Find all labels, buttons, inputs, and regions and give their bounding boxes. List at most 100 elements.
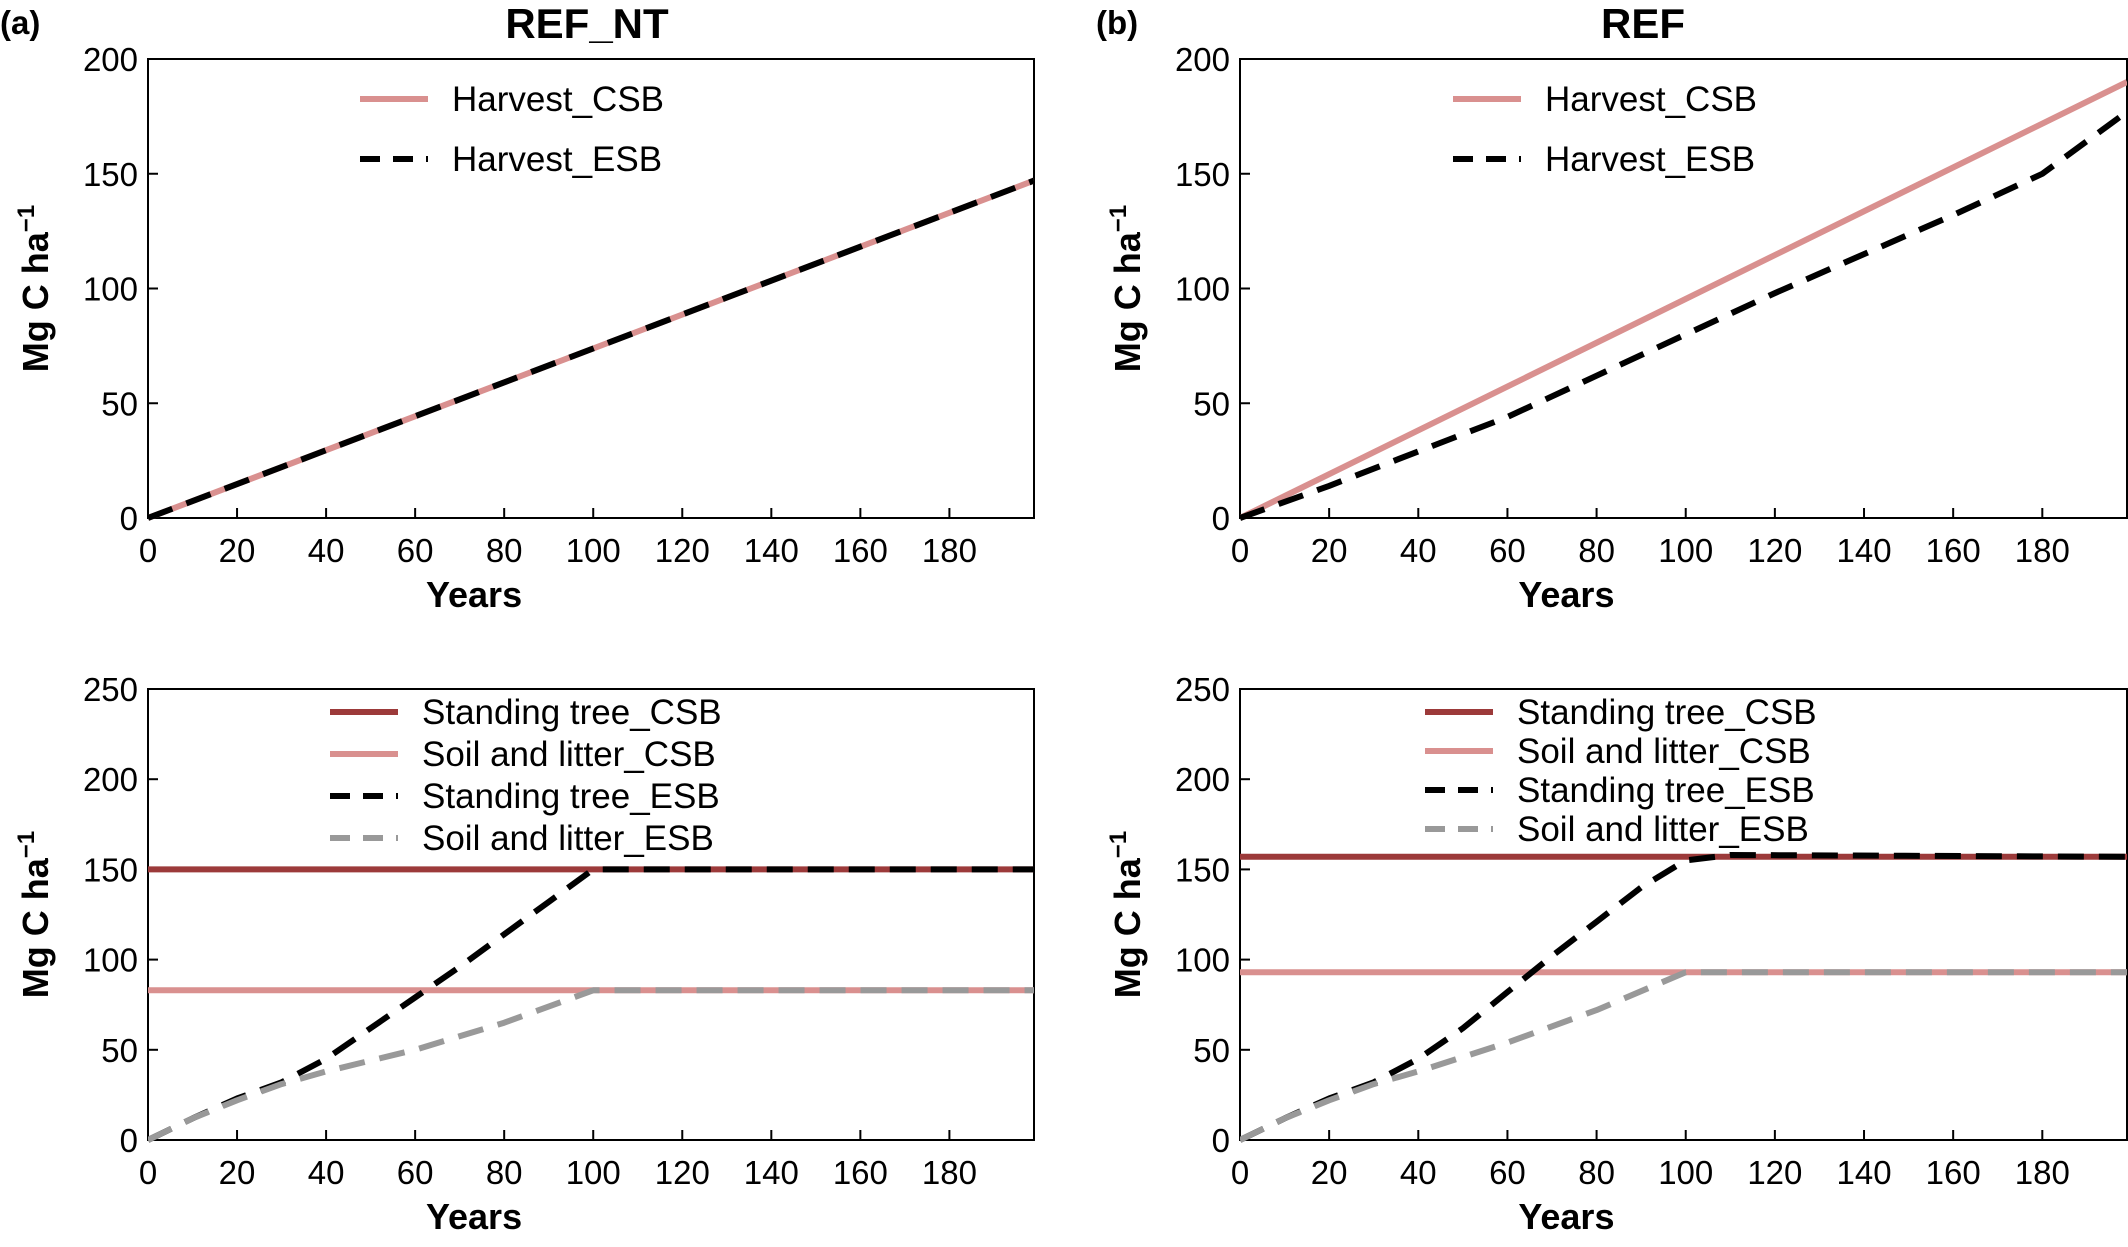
y-tick-label: 250 [83, 671, 138, 708]
chart-panel-a-bottom: 0 20 40 60 80 100 120 140 160 180 0 50 100 150 200 250 Y… [13, 671, 1035, 1237]
legend-label: Soil and litter_CSB [1517, 732, 1811, 771]
y-axis-label: Mg C ha−1 [13, 831, 56, 998]
legend-label: Standing tree_ESB [1517, 771, 1815, 810]
x-tick-label: 80 [486, 1154, 523, 1191]
y-axis-label: Mg C ha−1 [13, 205, 56, 372]
plot-frame [147, 58, 1035, 519]
legend-label: Harvest_ESB [1545, 140, 1755, 179]
y-tick-label: 200 [83, 761, 138, 798]
x-tick-label: 20 [219, 1154, 256, 1191]
y-tick-label: 200 [1175, 761, 1230, 798]
series-line [148, 987, 1034, 1143]
x-tick-label: 0 [1231, 1154, 1249, 1191]
legend-label: Soil and litter_ESB [1517, 810, 1809, 849]
x-tick-label: 100 [566, 532, 621, 569]
x-tick-label: 100 [1658, 1154, 1713, 1191]
x-tick-label: 100 [1658, 532, 1713, 569]
x-axis-label: Years [426, 1196, 522, 1237]
legend-label: Soil and litter_ESB [422, 819, 714, 858]
y-tick-label: 0 [120, 1122, 138, 1159]
x-tick-label: 60 [1489, 532, 1526, 569]
x-tick-label: 160 [833, 1154, 888, 1191]
x-tick-label: 120 [1747, 532, 1802, 569]
y-tick-label: 150 [1175, 851, 1230, 888]
y-tick-label: 200 [83, 41, 138, 78]
plot-frame [1239, 688, 2128, 1141]
legend-label: Standing tree_CSB [1517, 693, 1817, 732]
x-tick-label: 160 [833, 532, 888, 569]
x-tick-label: 20 [219, 532, 256, 569]
x-tick-label: 60 [397, 1154, 434, 1191]
x-tick-label: 180 [2015, 532, 2070, 569]
x-tick-label: 60 [397, 532, 434, 569]
y-tick-label: 0 [1212, 500, 1230, 537]
x-tick-label: 140 [1836, 532, 1891, 569]
x-tick-label: 20 [1311, 532, 1348, 569]
x-tick-label: 140 [744, 532, 799, 569]
x-tick-label: 160 [1926, 1154, 1981, 1191]
x-tick-label: 180 [2015, 1154, 2070, 1191]
x-tick-label: 60 [1489, 1154, 1526, 1191]
legend-label: Harvest_CSB [1545, 80, 1757, 119]
x-tick-label: 80 [1578, 532, 1615, 569]
y-tick-label: 150 [83, 851, 138, 888]
y-tick-label: 0 [120, 500, 138, 537]
column-title-ref: REF [1601, 0, 1685, 47]
y-tick-label: 250 [1175, 671, 1230, 708]
series-line [1240, 79, 2127, 521]
x-tick-label: 0 [1231, 532, 1249, 569]
series-line [1240, 852, 2127, 1143]
chart-panel-b-top: 0 20 40 60 80 100 120 140 160 180 0 50 100 150 200 Year… [1105, 41, 2128, 615]
x-tick-label: 40 [1400, 1154, 1437, 1191]
y-tick-label: 200 [1175, 41, 1230, 78]
x-axis-label: Years [426, 574, 522, 615]
x-tick-label: 120 [655, 532, 710, 569]
legend-label: Standing tree_ESB [422, 777, 720, 816]
panel-tag-b: (b) [1096, 4, 1138, 41]
x-tick-label: 120 [655, 1154, 710, 1191]
x-tick-label: 40 [1400, 532, 1437, 569]
y-tick-label: 50 [101, 385, 138, 422]
x-tick-label: 40 [308, 1154, 345, 1191]
y-axis-label: Mg C ha−1 [1105, 205, 1148, 372]
x-axis-label: Years [1518, 574, 1614, 615]
legend-label: Harvest_ESB [452, 140, 662, 179]
x-tick-label: 140 [744, 1154, 799, 1191]
y-tick-label: 150 [83, 156, 138, 193]
legend-label: Standing tree_CSB [422, 693, 722, 732]
y-tick-label: 0 [1212, 1122, 1230, 1159]
y-tick-label: 100 [1175, 271, 1230, 308]
series-line [148, 866, 1034, 1143]
x-tick-label: 20 [1311, 1154, 1348, 1191]
chart-panel-a-top: 0 20 40 60 80 100 120 140 160 180 0 50 100 150 200 Year… [13, 41, 1035, 615]
y-tick-label: 150 [1175, 156, 1230, 193]
x-tick-label: 0 [139, 1154, 157, 1191]
plot-frame [147, 688, 1035, 1141]
x-tick-label: 40 [308, 532, 345, 569]
y-tick-label: 100 [83, 942, 138, 979]
y-tick-label: 100 [83, 271, 138, 308]
y-tick-label: 50 [1193, 1032, 1230, 1069]
chart-panel-b-bottom: 0 20 40 60 80 100 120 140 160 180 0 50 100 150 200 250 Y… [1105, 671, 2128, 1237]
x-tick-label: 180 [922, 1154, 977, 1191]
plot-frame [1239, 58, 2128, 519]
y-tick-label: 50 [1193, 385, 1230, 422]
x-tick-label: 100 [566, 1154, 621, 1191]
x-tick-label: 0 [139, 532, 157, 569]
y-axis-label: Mg C ha−1 [1105, 831, 1148, 998]
x-tick-label: 180 [922, 532, 977, 569]
x-tick-label: 120 [1747, 1154, 1802, 1191]
legend-label: Soil and litter_CSB [422, 735, 716, 774]
panel-tag-a: (a) [0, 4, 40, 41]
legend-label: Harvest_CSB [452, 80, 664, 119]
x-tick-label: 160 [1926, 532, 1981, 569]
column-title-ref-nt: REF_NT [505, 0, 669, 47]
x-tick-label: 140 [1836, 1154, 1891, 1191]
series-line [1240, 969, 2127, 1143]
x-tick-label: 80 [1578, 1154, 1615, 1191]
y-tick-label: 50 [101, 1032, 138, 1069]
series-line [148, 177, 1034, 521]
y-tick-label: 100 [1175, 942, 1230, 979]
x-tick-label: 80 [486, 532, 523, 569]
